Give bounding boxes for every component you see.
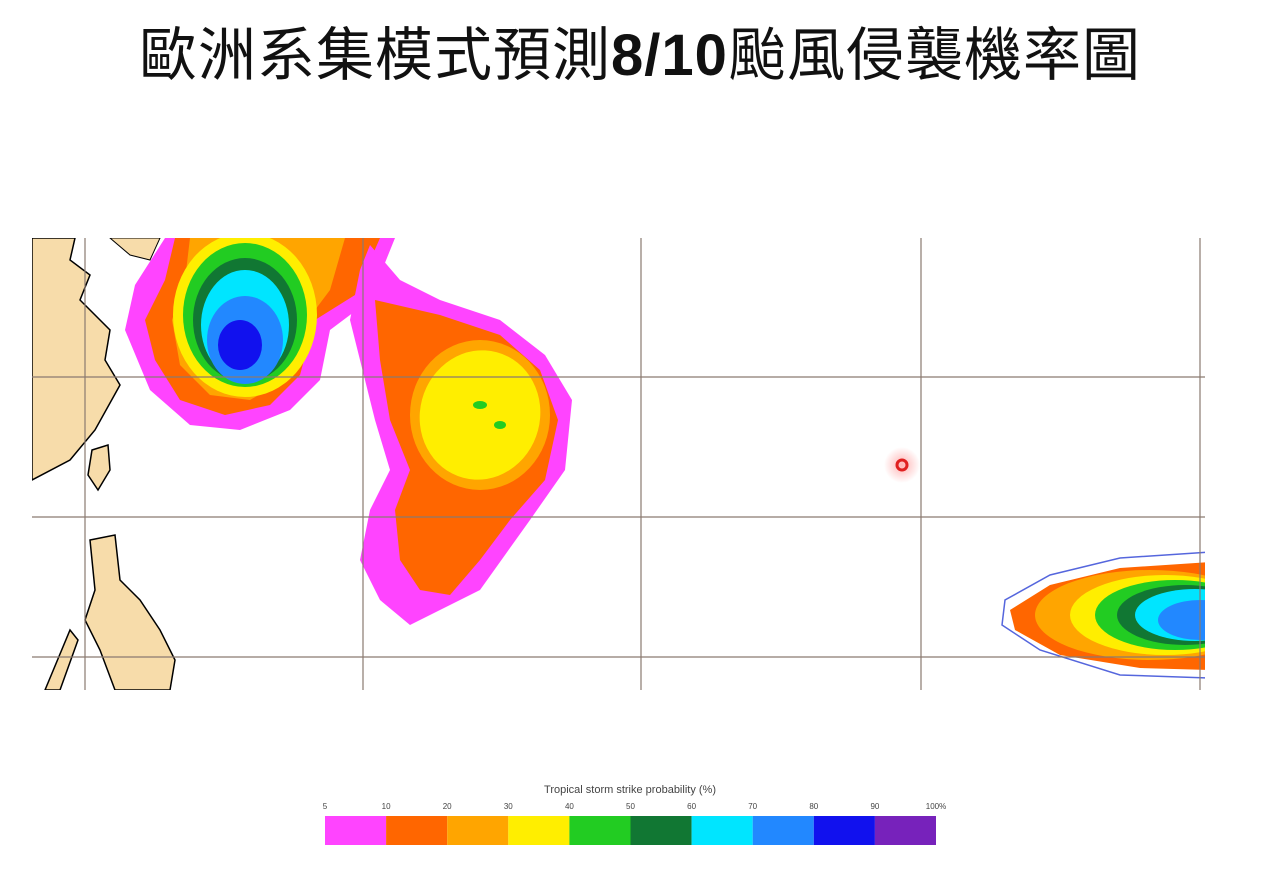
legend-swatch [874,816,936,845]
legend-tick-label: 50 [626,802,635,811]
title-text: 颱風侵襲機率圖 [727,21,1141,89]
legend-title: Tropical storm strike probability (%) [544,784,716,796]
legend-tick-label: 60 [687,802,696,811]
legend-swatch [325,816,387,845]
title-date: 8/10 [611,23,728,88]
legend-swatch [630,816,692,845]
slide-title: 歐洲系集模式預測8/10颱風侵襲機率圖 [0,8,1280,92]
legend-tick-label: 100% [926,802,946,811]
map-grid [32,238,1205,690]
legend-tick-label: 40 [565,802,574,811]
legend: Tropical storm strike probability (%) 5 1… [323,784,946,845]
legend-tick-label: 70 [748,802,757,811]
legend-swatch [813,816,875,845]
title-text: 歐洲系集模式預測 [139,21,612,89]
legend-swatch [508,816,570,845]
legend-tick-label: 30 [504,802,513,811]
storm-position [895,458,909,472]
probability-area [350,245,572,625]
legend-tick-label: 90 [870,802,879,811]
legend-tick-label: 10 [382,802,391,811]
legend-swatch [386,816,448,845]
legend-tick-label: 5 [323,802,328,811]
legend-swatch [752,816,814,845]
legend-swatch [569,816,631,845]
legend-swatch [691,816,753,845]
legend-swatch [447,816,509,845]
map [32,238,1205,690]
probability-area [1001,551,1205,679]
probability-area [125,238,395,430]
legend-tick-label: 80 [809,802,818,811]
legend-tick-label: 20 [443,802,452,811]
